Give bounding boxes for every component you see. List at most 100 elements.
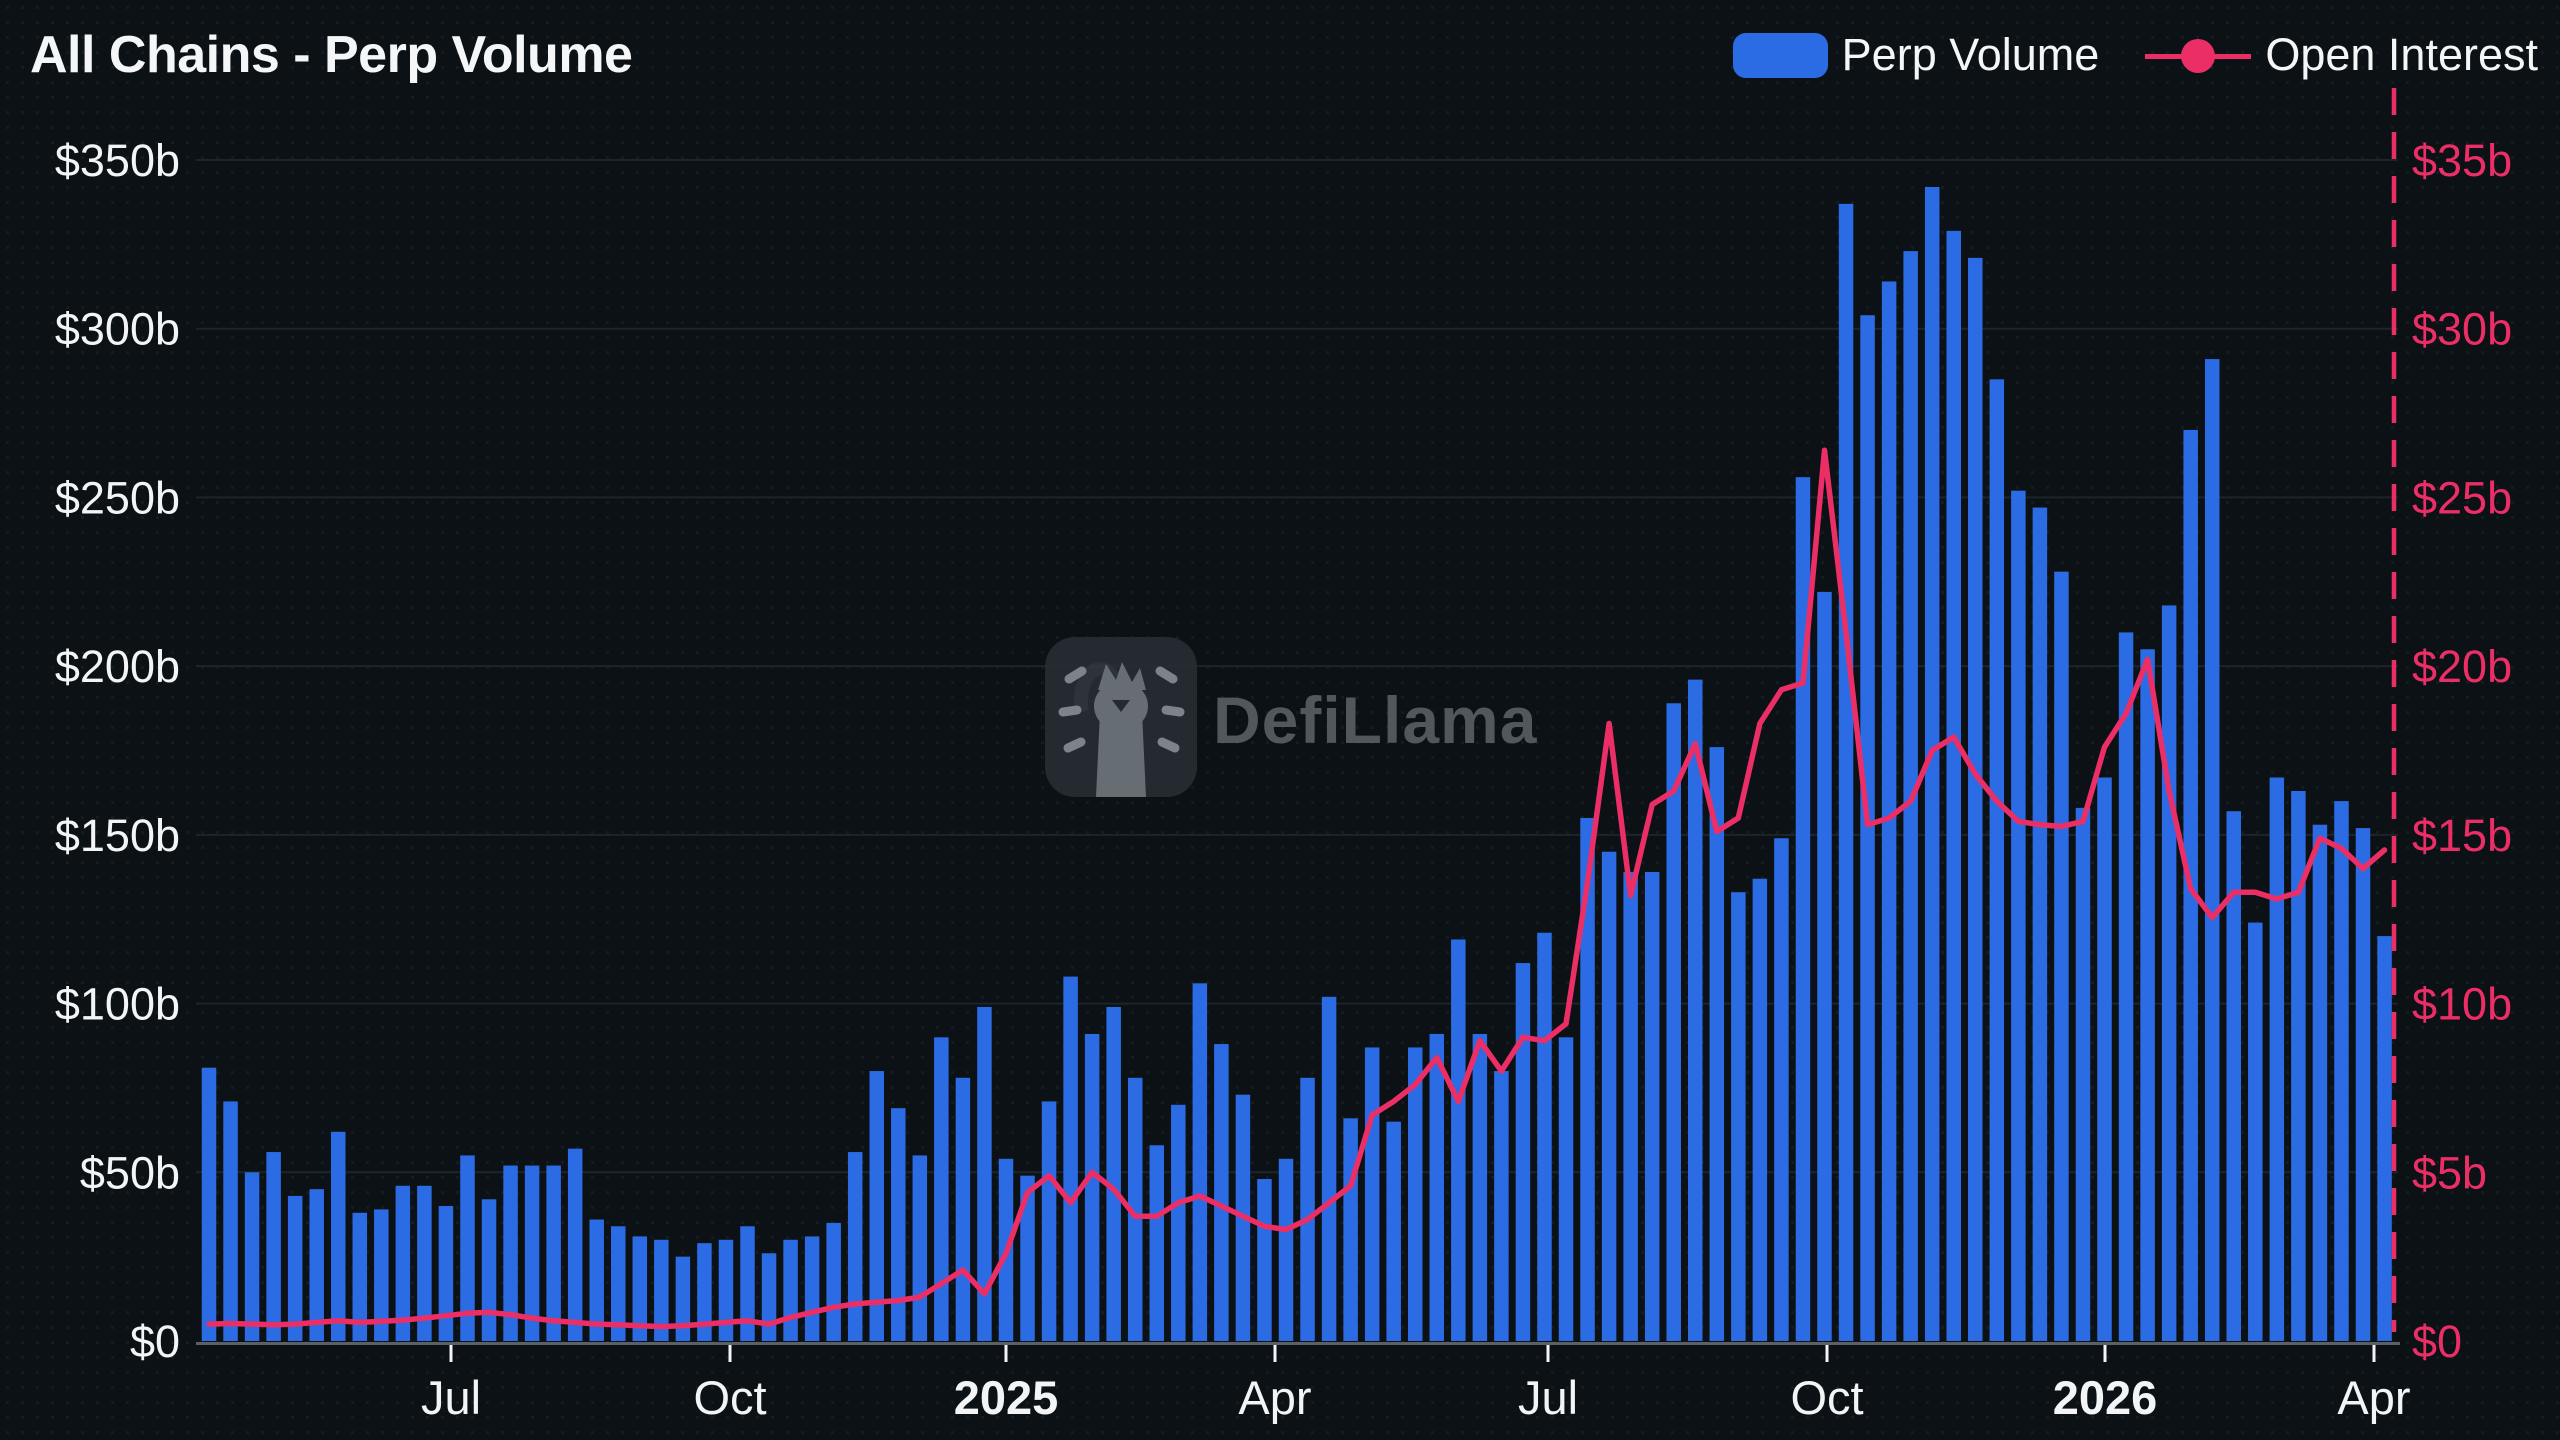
perp-volume-bar[interactable] — [2377, 936, 2392, 1341]
legend-item-perp-volume[interactable]: Perp Volume — [1732, 29, 2099, 81]
perp-volume-bar[interactable] — [2334, 801, 2349, 1341]
perp-volume-bar[interactable] — [503, 1165, 518, 1341]
perp-volume-bar[interactable] — [632, 1236, 648, 1341]
perp-volume-bar[interactable] — [2118, 632, 2134, 1341]
perp-volume-bar[interactable] — [1192, 983, 1208, 1341]
perp-volume-bar[interactable] — [1451, 939, 1466, 1341]
perp-volume-bar[interactable] — [1946, 230, 1961, 1342]
perp-volume-bar[interactable] — [697, 1243, 712, 1341]
perp-volume-bar[interactable] — [2140, 649, 2155, 1341]
perp-volume-bar[interactable] — [1041, 1101, 1057, 1341]
perp-volume-bar[interactable] — [1924, 186, 1940, 1342]
perp-volume-bar[interactable] — [2032, 507, 2048, 1341]
perp-volume-bar[interactable] — [1321, 996, 1337, 1341]
perp-volume-bar[interactable] — [589, 1219, 604, 1341]
perp-volume-bar[interactable] — [891, 1108, 906, 1341]
perp-volume-bar[interactable] — [330, 1131, 346, 1341]
perp-volume-bar[interactable] — [1558, 1037, 1574, 1341]
perp-volume-bar[interactable] — [2075, 807, 2091, 1341]
perp-volume-bar[interactable] — [2355, 828, 2371, 1341]
perp-volume-bar[interactable] — [761, 1253, 777, 1341]
perp-volume-bar[interactable] — [611, 1226, 626, 1341]
perp-volume-bar[interactable] — [223, 1101, 238, 1341]
perp-volume-bar[interactable] — [244, 1172, 260, 1341]
perp-volume-bar[interactable] — [1364, 1047, 1380, 1341]
perp-volume-bar[interactable] — [287, 1195, 303, 1341]
perp-volume-bar[interactable] — [1063, 976, 1078, 1341]
legend-item-open-interest[interactable]: Open Interest — [2145, 29, 2538, 81]
perp-volume-bar[interactable] — [1472, 1033, 1488, 1341]
perp-volume-bar[interactable] — [1149, 1145, 1165, 1341]
perp-volume-bar[interactable] — [1343, 1118, 1358, 1341]
perp-volume-bar[interactable] — [654, 1239, 669, 1341]
perp-volume-bar[interactable] — [1386, 1121, 1401, 1341]
perp-volume-bars[interactable] — [201, 186, 2392, 1342]
perp-volume-bar[interactable] — [2204, 359, 2220, 1342]
perp-volume-bar[interactable] — [1171, 1104, 1186, 1341]
perp-volume-bar[interactable] — [1020, 1175, 1035, 1341]
perp-volume-bar[interactable] — [2011, 490, 2026, 1341]
perp-volume-bar[interactable] — [1688, 679, 1703, 1341]
perp-volume-bar[interactable] — [2161, 605, 2177, 1341]
perp-volume-bar[interactable] — [804, 1236, 820, 1341]
perp-volume-bar[interactable] — [1817, 591, 1832, 1341]
perp-volume-bar[interactable] — [1731, 892, 1746, 1341]
perp-volume-bar[interactable] — [718, 1239, 734, 1341]
perp-volume-bar[interactable] — [847, 1152, 863, 1341]
perp-volume-bar[interactable] — [438, 1206, 454, 1341]
perp-volume-bar[interactable] — [481, 1199, 497, 1341]
perp-volume-bar[interactable] — [2248, 922, 2263, 1341]
perp-volume-bar[interactable] — [309, 1189, 324, 1341]
perp-volume-bar[interactable] — [1623, 871, 1638, 1341]
perp-volume-bar[interactable] — [1127, 1077, 1143, 1341]
perp-volume-bar[interactable] — [1989, 379, 2005, 1341]
perp-volume-bar[interactable] — [977, 1006, 992, 1341]
perp-volume-bar[interactable] — [2226, 811, 2242, 1341]
perp-volume-bar[interactable] — [1666, 703, 1681, 1341]
perp-volume-bar[interactable] — [1494, 1071, 1509, 1341]
perp-volume-bar[interactable] — [912, 1155, 928, 1341]
perp-volume-bar[interactable] — [2097, 777, 2112, 1341]
perp-volume-bar[interactable] — [1537, 932, 1552, 1341]
perp-volume-bar[interactable] — [2291, 790, 2306, 1341]
perp-volume-bar[interactable] — [826, 1222, 841, 1341]
perp-volume-bar[interactable] — [955, 1077, 971, 1341]
perp-volume-bar[interactable] — [1838, 203, 1854, 1342]
perp-volume-bar[interactable] — [1795, 477, 1811, 1341]
perp-volume-bar[interactable] — [783, 1239, 798, 1341]
perp-volume-bar[interactable] — [1752, 878, 1768, 1341]
perp-volume-bar[interactable] — [1709, 747, 1725, 1341]
perp-volume-bar[interactable] — [1774, 838, 1789, 1341]
perp-volume-bar[interactable] — [417, 1185, 432, 1341]
perp-volume-bar[interactable] — [1644, 871, 1660, 1341]
perp-volume-bar[interactable] — [2054, 571, 2069, 1341]
perp-volume-bar[interactable] — [1968, 257, 1983, 1342]
perp-volume-bar[interactable] — [1106, 1006, 1121, 1341]
perp-volume-bar[interactable] — [934, 1037, 949, 1341]
perp-volume-bar[interactable] — [1881, 281, 1897, 1342]
perp-volume-bar[interactable] — [395, 1185, 411, 1341]
perp-volume-bar[interactable] — [1580, 817, 1595, 1341]
perp-volume-bar[interactable] — [460, 1155, 475, 1341]
perp-volume-bar[interactable] — [1257, 1179, 1272, 1341]
perp-volume-bar[interactable] — [1084, 1033, 1100, 1341]
perp-volume-bar[interactable] — [1515, 963, 1531, 1341]
perp-volume-bar[interactable] — [2269, 777, 2285, 1341]
open-interest-line[interactable] — [206, 447, 2388, 1330]
perp-volume-bar[interactable] — [1601, 851, 1617, 1341]
perp-volume-bar[interactable] — [869, 1071, 884, 1341]
perp-volume-bar[interactable] — [201, 1067, 217, 1341]
perp-volume-bar[interactable] — [567, 1148, 583, 1341]
perp-volume-bar[interactable] — [352, 1212, 368, 1341]
perp-volume-bar[interactable] — [740, 1226, 755, 1341]
perp-volume-bar[interactable] — [1300, 1077, 1315, 1341]
perp-volume-bar[interactable] — [2312, 824, 2328, 1341]
perp-volume-bar[interactable] — [1860, 315, 1875, 1342]
perp-volume-bar[interactable] — [1278, 1158, 1294, 1341]
perp-volume-bar[interactable] — [546, 1165, 561, 1341]
perp-volume-bar[interactable] — [524, 1165, 540, 1341]
perp-volume-bar[interactable] — [1214, 1044, 1229, 1341]
perp-volume-bar[interactable] — [266, 1152, 281, 1341]
perp-volume-bar[interactable] — [374, 1209, 389, 1341]
perp-volume-bar[interactable] — [1429, 1033, 1445, 1341]
